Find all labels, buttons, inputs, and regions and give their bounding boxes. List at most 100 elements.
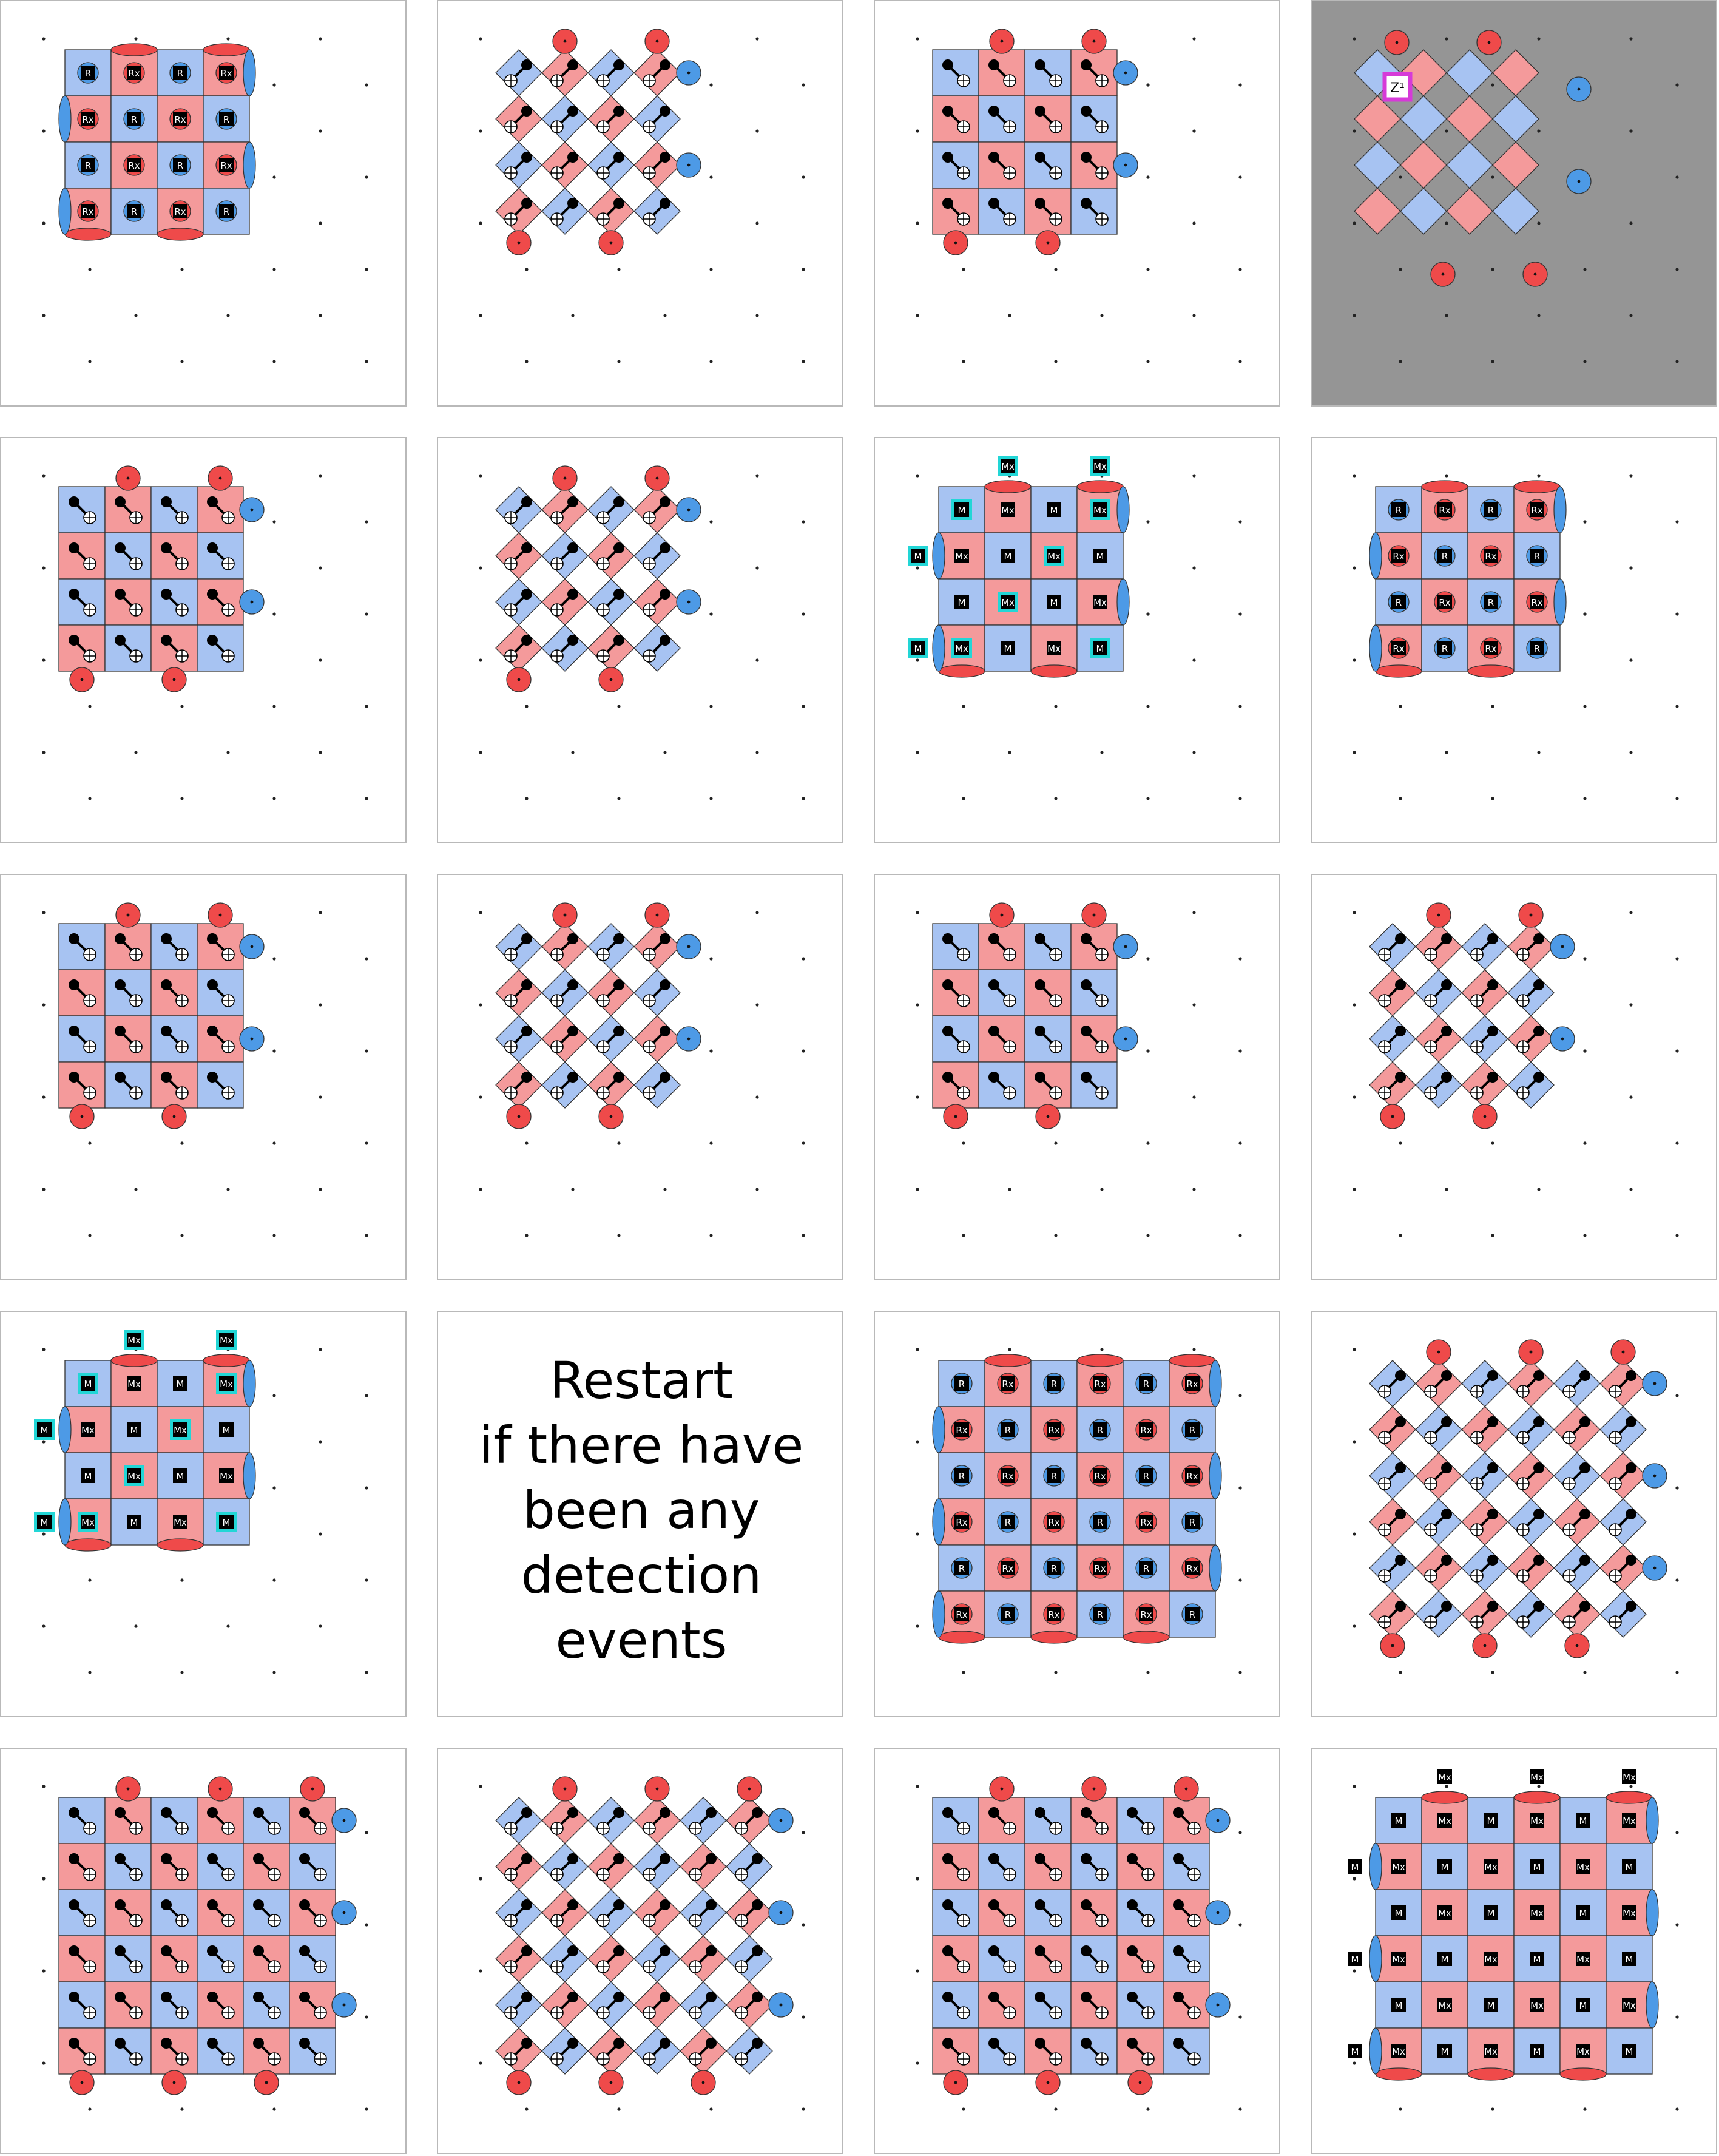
gate-text: Rx [1393, 551, 1404, 562]
cnot-gate [596, 1945, 624, 1973]
gate-text: Mx [174, 1425, 187, 1436]
gate-text: M [1487, 1908, 1495, 1919]
cnot-gate [1470, 933, 1498, 961]
z-boundary [1116, 578, 1130, 626]
cnot-control [207, 589, 218, 600]
gate-label: R [127, 112, 141, 126]
gate-text: M [1441, 1954, 1449, 1965]
cnot-gate [1424, 933, 1452, 961]
cnot-gate [643, 542, 670, 570]
lattice-dot [42, 314, 46, 317]
cnot-gate [1470, 1462, 1498, 1490]
cnot-gate [550, 1807, 578, 1835]
cnot-control [253, 1992, 264, 2002]
lattice-dot [1445, 1785, 1448, 1788]
x-ancilla [1035, 230, 1061, 255]
cnot-gate [1081, 152, 1109, 180]
cnot-control [253, 1945, 264, 1956]
gate-label: M [1530, 1952, 1544, 1966]
gate-box [1622, 1813, 1636, 1828]
boundary-stabilizers [932, 480, 1130, 678]
gate-box [1391, 502, 1406, 517]
cnot-gate [115, 1992, 143, 2019]
x-boundary [1169, 1354, 1216, 1367]
cnot-control [299, 2038, 310, 2049]
cnot-control [988, 1899, 999, 1910]
lattice-dot [525, 1234, 529, 1237]
gate-text: R [1442, 643, 1448, 654]
lattice-dot [1238, 175, 1242, 179]
cnot-gate [643, 1026, 670, 1053]
lattice-dot [1146, 1141, 1150, 1145]
x-boundary [110, 1354, 158, 1367]
z-plaquette [1446, 49, 1493, 96]
lattice-dot [1675, 360, 1679, 363]
gate-box [911, 549, 925, 563]
cnot-control [660, 2038, 670, 2049]
gate-label: Mx [1530, 1998, 1544, 2012]
gate-label: R [1484, 502, 1498, 517]
x-plaquette [1492, 141, 1539, 189]
lattice-dot [1192, 1095, 1196, 1099]
gate-box [1185, 1515, 1200, 1529]
restart-note-line: been any [522, 1481, 760, 1540]
cnot-gate [643, 106, 670, 133]
lattice-dot [962, 2107, 965, 2111]
gate-box [1437, 1905, 1452, 1920]
lattice-dot [1238, 1923, 1242, 1927]
cnot-control [69, 933, 79, 944]
lattice-dot [272, 1486, 276, 1490]
cnot-gate [1424, 1072, 1452, 1100]
z-ancilla [676, 497, 701, 522]
gate-box [1093, 549, 1107, 563]
x-plaquette [1354, 95, 1401, 143]
cnot-control [1081, 979, 1092, 990]
lattice-dot [1445, 1188, 1448, 1191]
lattice-dot [1675, 1831, 1679, 1834]
cnot-control [161, 1899, 172, 1910]
gate-text: Rx [1531, 597, 1542, 608]
cnot-control [1035, 1945, 1045, 1956]
z-plaquette [1400, 188, 1447, 235]
gate-label: M [1047, 595, 1061, 609]
cnot-control [988, 106, 999, 117]
gate-text: R [1051, 1563, 1057, 1574]
cnot-control [299, 1899, 310, 1910]
gate-text: Mx [1438, 2000, 1451, 2011]
gate-text: Rx [1002, 1471, 1013, 1482]
lattice-dot [802, 360, 805, 363]
gate-text: Rx [1186, 1471, 1198, 1482]
panel-cnot-layer [0, 874, 407, 1280]
lattice-dot [1054, 1141, 1058, 1145]
cnot-control [207, 2038, 218, 2049]
cnot-control [1533, 1026, 1544, 1036]
z-ancilla [768, 1900, 794, 1925]
cnot-gate [161, 1072, 189, 1100]
x-plaquette [1354, 188, 1401, 235]
cnot-gate [988, 59, 1016, 87]
x-ancilla [598, 2070, 624, 2095]
cnot-control [613, 152, 624, 163]
cnot-control [1395, 1026, 1406, 1036]
lattice-dot [1675, 612, 1679, 616]
lattice-dot [1353, 314, 1356, 317]
boundary-stabilizers [932, 1354, 1222, 1644]
x-ancilla [506, 667, 532, 692]
lattice-dot [1100, 406, 1103, 407]
lattice-dot [180, 360, 184, 363]
lattice-dot [1675, 2015, 1679, 2019]
gate-label: M [1484, 1998, 1498, 2012]
cnot-control [613, 2038, 624, 2049]
gate-text: Mx [1576, 1862, 1590, 1873]
gate-label: M [1437, 1952, 1452, 1966]
lattice-dot [42, 1440, 46, 1444]
cnot-control [1441, 1026, 1452, 1036]
lattice-dot [525, 797, 529, 800]
lattice-dot [42, 1188, 46, 1191]
cnot-control [161, 1945, 172, 1956]
cnot-gate [1470, 1601, 1498, 1629]
cnot-gate [69, 1899, 96, 1927]
cnot-control [752, 1945, 763, 1956]
cnot-gate [504, 59, 532, 87]
lattice-dot [1238, 268, 1242, 271]
